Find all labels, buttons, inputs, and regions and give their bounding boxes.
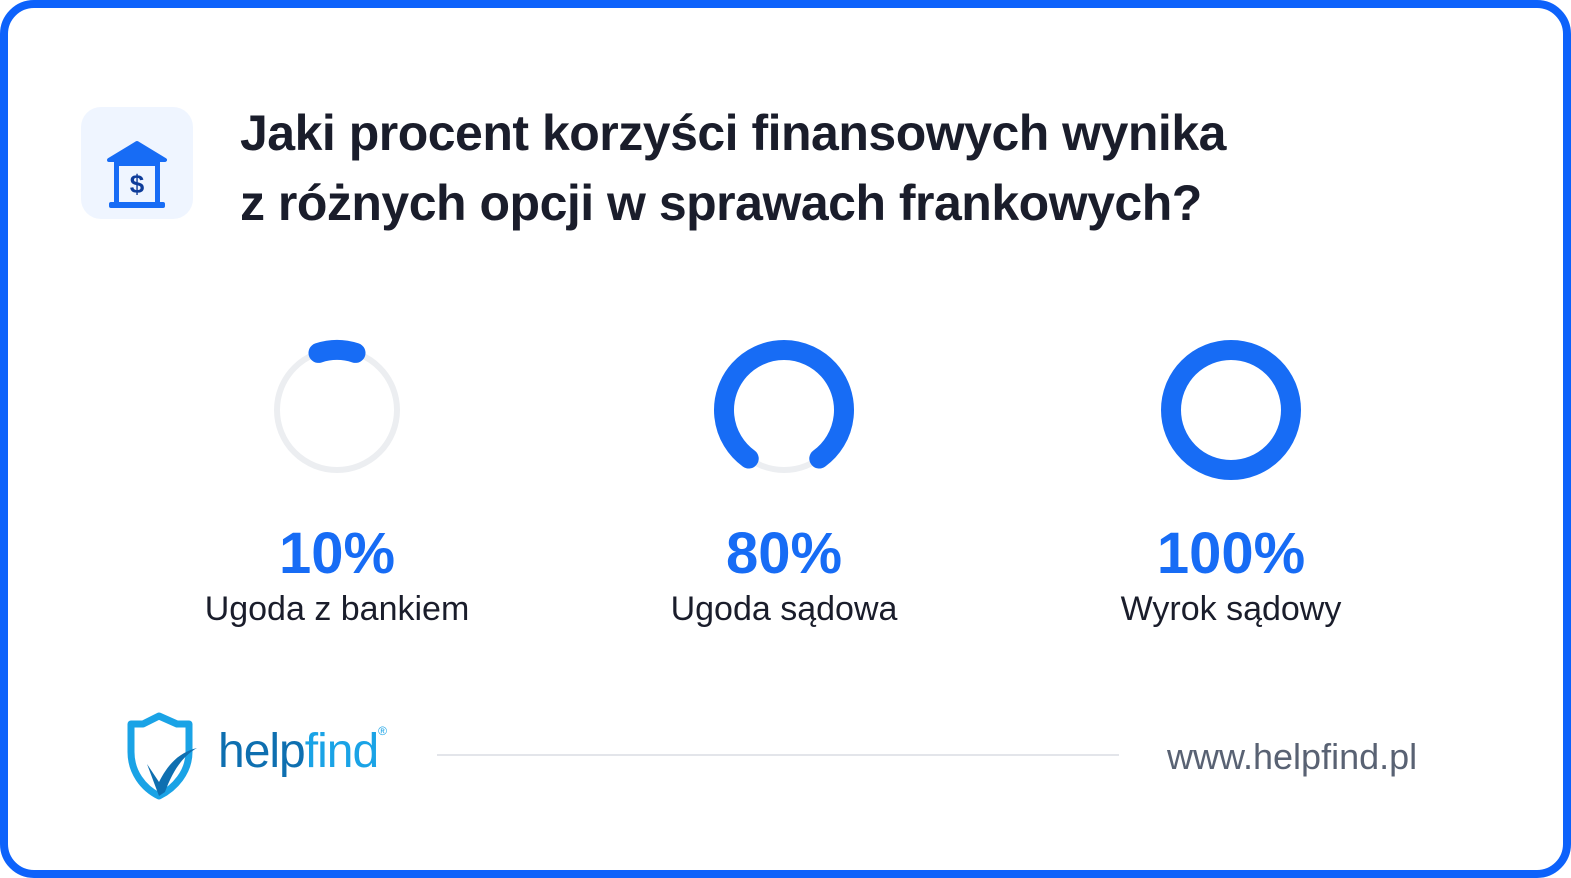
brand-logo: helpfind® — [218, 724, 387, 779]
progress-ring — [714, 340, 854, 473]
registered-mark: ® — [378, 724, 387, 738]
helpfind-shield-logo-icon — [127, 712, 197, 800]
stat-value: 100% — [1156, 521, 1306, 586]
progress-ring — [1161, 340, 1301, 480]
page-title: Jaki procent korzyści finansowych wynika… — [240, 98, 1226, 238]
stat-label: Ugoda sądowa — [670, 590, 898, 628]
stat-label: Ugoda z bankiem — [204, 590, 470, 628]
stat-value: 10% — [278, 521, 396, 586]
stat-0: 10% Ugoda z bankiem — [127, 330, 547, 629]
brand-part-2: find — [304, 725, 379, 778]
ring-progress-arc — [308, 340, 366, 363]
stat-1: 80% Ugoda sądowa — [574, 330, 994, 629]
svg-text:$: $ — [130, 169, 145, 199]
footer-divider — [437, 754, 1119, 756]
title-line-2: z różnych opcji w sprawach frankowych? — [240, 175, 1202, 231]
header-icon-box: $ — [81, 107, 193, 219]
brand-part-1: help — [218, 725, 306, 778]
bank-dollar-icon: $ — [107, 141, 167, 208]
ring-track — [274, 347, 400, 473]
ring-progress-arc — [714, 340, 854, 469]
stat-label: Wyrok sądowy — [1120, 590, 1342, 628]
ring-progress-arc — [1161, 340, 1301, 480]
stat-value: 80% — [725, 521, 843, 586]
progress-ring — [274, 340, 400, 473]
title-line-1: Jaki procent korzyści finansowych wynika — [240, 105, 1226, 161]
website-link[interactable]: www.helpfind.pl — [1167, 736, 1418, 777]
stat-2: 100% Wyrok sądowy — [1021, 330, 1441, 629]
